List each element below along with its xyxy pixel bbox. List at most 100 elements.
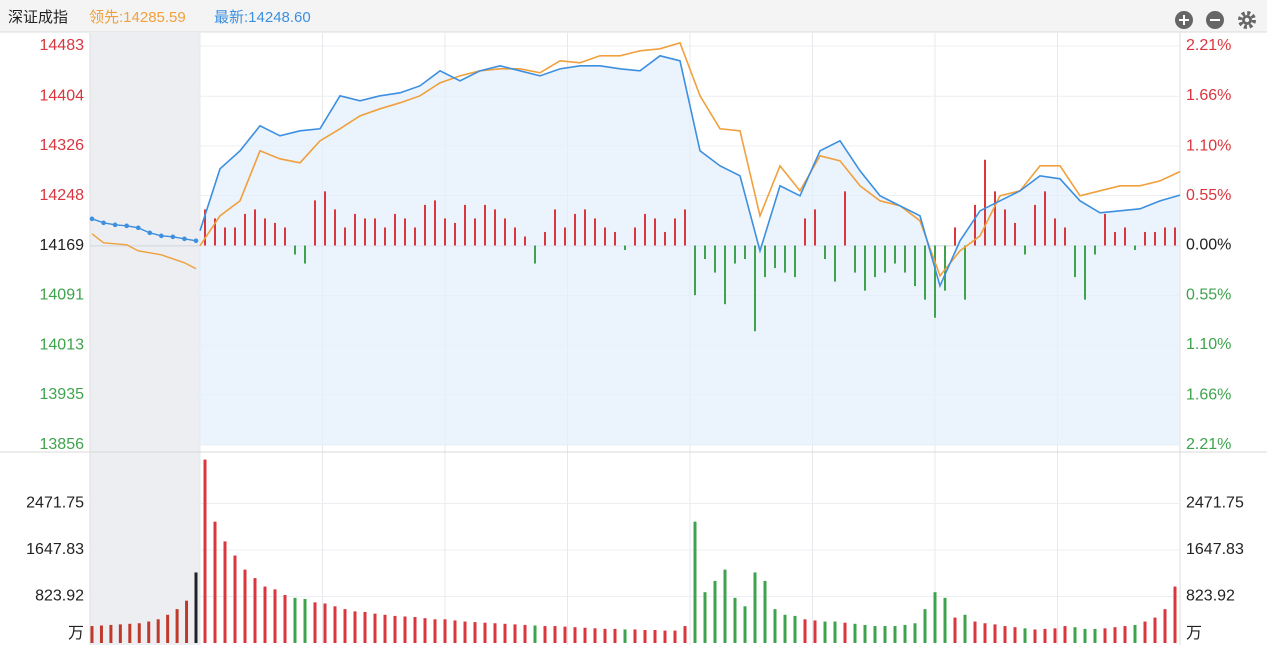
auction-volume-bar — [166, 614, 170, 643]
volume-bar — [593, 628, 597, 643]
indicator-bar — [754, 245, 756, 332]
indicator-bar — [804, 218, 806, 246]
indicator-bar — [204, 209, 206, 246]
volume-bar — [923, 609, 927, 643]
volume-bar — [683, 626, 687, 643]
volume-bar — [913, 623, 917, 643]
volume-bar — [203, 459, 207, 643]
indicator-bar — [494, 209, 496, 246]
indicator-bar — [534, 245, 536, 264]
indicator-bar — [304, 245, 306, 264]
settings-button[interactable] — [1238, 11, 1256, 29]
indicator-bar — [674, 218, 676, 246]
indicator-bar — [1174, 227, 1176, 246]
indicator-bar — [634, 227, 636, 246]
volume-bar — [483, 622, 487, 643]
y2-tick-label: 2.21% — [1186, 37, 1231, 54]
vol-tick-label: 2471.75 — [26, 495, 84, 512]
volume-bar — [723, 569, 727, 643]
y-tick-label: 14248 — [40, 187, 85, 204]
y-tick-label: 14404 — [40, 87, 85, 104]
indicator-bar — [564, 227, 566, 246]
volume-bar — [793, 615, 797, 643]
indicator-bar — [654, 218, 656, 246]
auction-dot — [135, 225, 141, 231]
volume-bar — [633, 629, 637, 643]
header-bar — [0, 0, 1267, 32]
volume-bar — [903, 624, 907, 643]
indicator-bar — [964, 245, 966, 300]
volume-bar — [1063, 626, 1067, 643]
indicator-bar — [1004, 209, 1006, 246]
indicator-bar — [274, 222, 276, 246]
indicator-bar — [254, 209, 256, 246]
volume-bar — [763, 580, 767, 643]
volume-bar — [473, 622, 477, 643]
volume-bar — [323, 603, 327, 643]
indicator-bar — [934, 245, 936, 318]
zoom-in-button[interactable] — [1175, 11, 1193, 29]
indicator-bar — [664, 231, 666, 246]
indicator-bar — [434, 200, 436, 246]
vol-tick-label-right: 2471.75 — [1186, 495, 1244, 512]
indicator-bar — [774, 245, 776, 269]
indicator-bar — [364, 218, 366, 246]
y2-tick-label: 0.55% — [1186, 286, 1231, 303]
volume-bar — [253, 578, 257, 643]
indicator-bar — [624, 245, 626, 251]
volume-bar — [403, 616, 407, 643]
volume-bar — [553, 626, 557, 643]
indicator-bar — [474, 218, 476, 246]
volume-bar — [383, 614, 387, 643]
volume-bar — [1013, 627, 1017, 643]
auction-dot — [89, 216, 95, 222]
price-line — [199, 54, 1181, 289]
indicator-bar — [1154, 231, 1156, 246]
volume-bar — [813, 620, 817, 643]
vol-tick-label: 1647.83 — [26, 541, 84, 558]
volume-bar — [733, 597, 737, 643]
zoom-out-button[interactable] — [1206, 11, 1224, 29]
indicator-bar — [994, 191, 996, 246]
volume-bar — [833, 621, 837, 643]
volume-bar — [663, 630, 667, 643]
vol-tick-label-right: 823.92 — [1186, 588, 1235, 605]
y-tick-label: 14169 — [40, 237, 85, 254]
indicator-bar — [1044, 191, 1046, 246]
volume-bar — [993, 624, 997, 643]
auction-volume-bar — [147, 621, 151, 643]
auction-dot — [147, 230, 153, 236]
volume-bar — [413, 617, 417, 643]
indicator-bar — [884, 245, 886, 273]
y2-tick-label: 1.10% — [1186, 137, 1231, 154]
indicator-bar — [404, 218, 406, 246]
volume-bar — [1053, 628, 1057, 643]
auction-volume-bar — [185, 600, 189, 643]
volume-bar — [803, 619, 807, 643]
auction-dot — [124, 223, 129, 229]
indicator-bar — [394, 213, 396, 246]
auction-volume-bar — [90, 626, 94, 643]
indicator-bar — [504, 218, 506, 246]
volume-bar — [1043, 628, 1047, 643]
y-tick-label: 14483 — [40, 37, 85, 54]
y2-tick-label: 1.10% — [1186, 336, 1231, 353]
indicator-bar — [614, 231, 616, 246]
y2-tick-label: 0.00% — [1186, 237, 1231, 254]
y2-tick-label: 1.66% — [1186, 387, 1231, 404]
indicator-bar — [464, 204, 466, 246]
indicator-bar — [224, 227, 226, 246]
indicator-bar — [454, 222, 456, 246]
volume-bar — [873, 626, 877, 643]
indicator-bar — [1114, 231, 1116, 246]
indicator-bar — [834, 245, 836, 282]
indicator-bar — [444, 218, 446, 246]
volume-bar — [1133, 624, 1137, 643]
indicator-bar — [244, 213, 246, 246]
indicator-bar — [704, 245, 706, 260]
volume-bar — [523, 624, 527, 643]
indicator-bar — [484, 204, 486, 246]
volume-bar — [573, 627, 577, 643]
